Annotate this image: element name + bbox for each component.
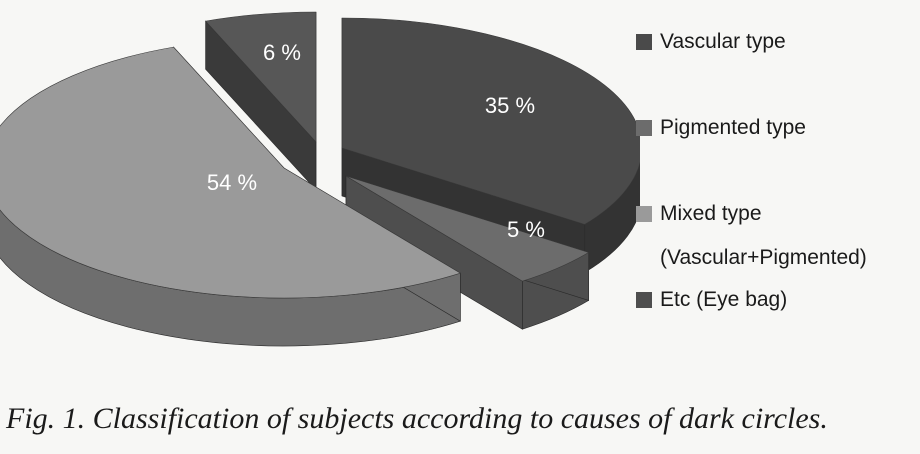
- legend-label: Etc (Eye bag): [660, 288, 788, 311]
- pie-slice: [345, 175, 590, 282]
- pie-slice: [204, 11, 317, 143]
- legend-swatch: [636, 120, 652, 136]
- legend-label: Mixed type: [660, 202, 762, 225]
- legend-label: Vascular type: [660, 30, 786, 53]
- legend-swatch: [636, 206, 652, 222]
- legend-item-pigmented: Pigmented type: [636, 116, 806, 150]
- legend-label-line2: (Vascular+Pigmented): [660, 246, 867, 269]
- slice-label: 5 %: [507, 217, 545, 242]
- legend-item-etc: Etc (Eye bag): [636, 288, 787, 322]
- figure-caption: Fig. 1. Classification of subjects accor…: [6, 402, 828, 435]
- pie-slice: [0, 46, 462, 299]
- legend-swatch: [636, 34, 652, 50]
- pie-tops: 35 % 5 % 54 % 6 %: [0, 11, 640, 299]
- legend-label: Pigmented type: [660, 116, 806, 139]
- slice-label: 35 %: [485, 93, 535, 118]
- legend-swatch: [636, 292, 652, 308]
- slice-label: 54 %: [207, 170, 257, 195]
- pie-slice: [341, 17, 640, 225]
- slice-label: 6 %: [263, 40, 301, 65]
- legend-item-vascular: Vascular type: [636, 30, 786, 64]
- legend-item-mixed: Mixed type (Vascular+Pigmented): [636, 202, 867, 280]
- pie-chart: 35 % 5 % 54 % 6 %: [0, 11, 640, 347]
